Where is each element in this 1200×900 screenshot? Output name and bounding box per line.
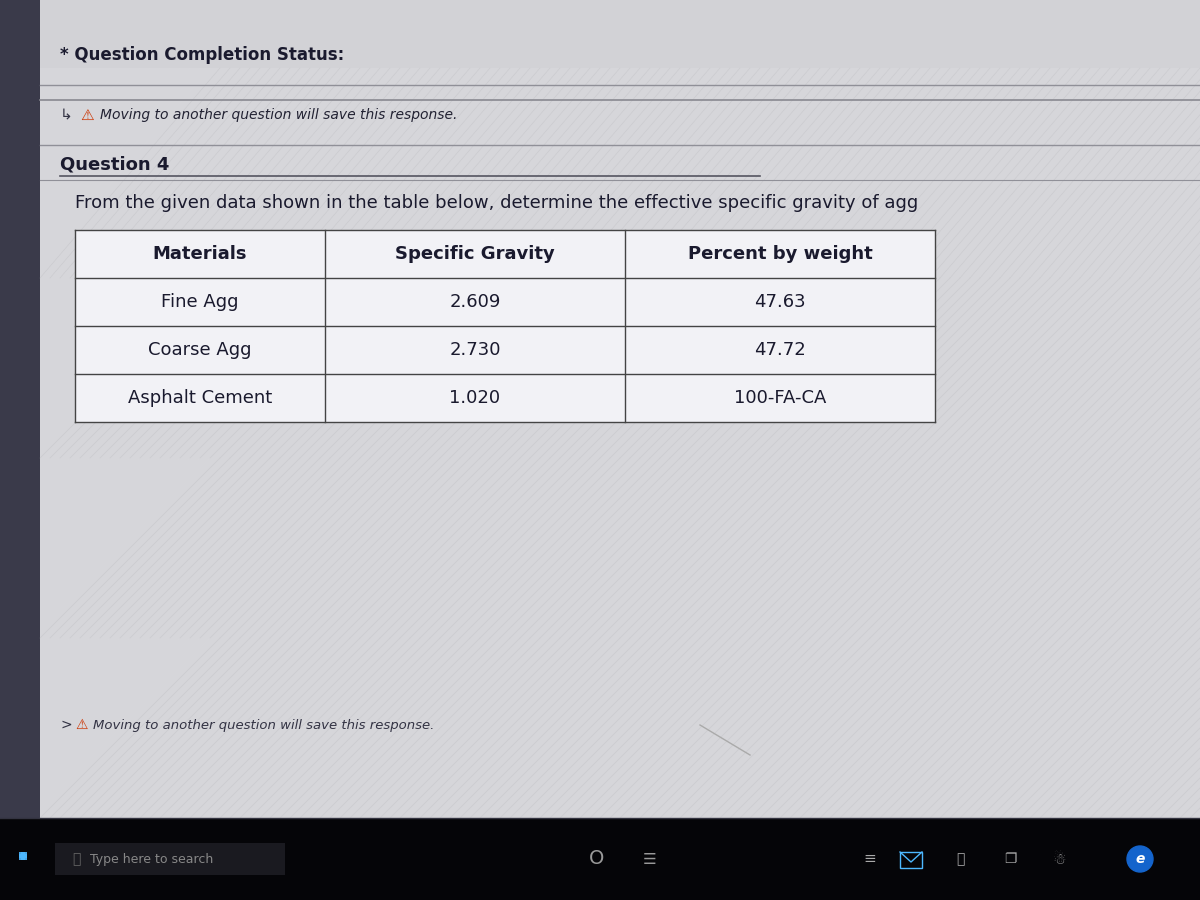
Text: Moving to another question will save this response.: Moving to another question will save thi… [94,718,434,732]
Bar [22,854,28,860]
Bar [22,852,28,858]
Text: 1.020: 1.020 [450,389,500,407]
Text: 47.63: 47.63 [754,293,806,311]
Text: From the given data shown in the table below, determine the effective specific g: From the given data shown in the table b… [74,194,918,212]
Text: Asphalt Cement: Asphalt Cement [128,389,272,407]
Bar [40,80,1200,820]
Text: ❐: ❐ [1003,852,1016,866]
Text: ☰: ☰ [643,851,656,867]
Text: Type here to search: Type here to search [90,852,214,866]
Text: 47.72: 47.72 [754,341,806,359]
Text: ⚠: ⚠ [80,107,94,122]
Text: Specific Gravity: Specific Gravity [395,245,554,263]
Text: ⌕: ⌕ [72,852,80,866]
Text: * Question Completion Status:: * Question Completion Status: [60,46,344,64]
Text: Moving to another question will save this response.: Moving to another question will save thi… [100,108,457,122]
Bar [40,80,1200,820]
Text: ↳: ↳ [60,107,73,122]
Text: e: e [1135,852,1145,866]
Text: 🔊: 🔊 [956,852,964,866]
Text: Coarse Agg: Coarse Agg [149,341,252,359]
Bar [0,818,1200,900]
Bar [0,0,40,900]
Bar [19,854,25,860]
Text: ☃: ☃ [1054,851,1067,867]
Text: Fine Agg: Fine Agg [161,293,239,311]
Circle shape [1127,846,1153,872]
Text: Question 4: Question 4 [60,155,169,173]
Bar [55,843,286,875]
Text: 100-FA-CA: 100-FA-CA [734,389,826,407]
Bar [40,100,1200,150]
Text: Materials: Materials [152,245,247,263]
Bar [40,68,1200,818]
Bar [900,852,922,868]
Text: 2.609: 2.609 [449,293,500,311]
Text: 2.730: 2.730 [449,341,500,359]
Bar [40,0,1200,100]
Text: ⚠: ⚠ [74,718,88,732]
Bar [74,230,935,422]
Text: Percent by weight: Percent by weight [688,245,872,263]
Text: ≡: ≡ [864,851,876,867]
Bar [19,852,25,858]
Text: O: O [589,850,605,868]
Text: >: > [60,718,72,732]
